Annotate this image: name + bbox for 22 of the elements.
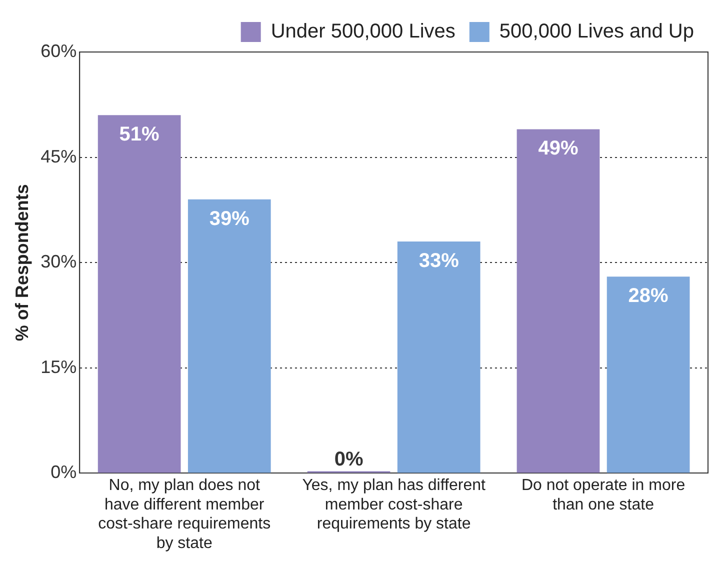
data-label: 39% xyxy=(209,208,250,230)
y-tick-label: 30% xyxy=(40,252,77,272)
data-label: 0% xyxy=(334,448,364,471)
y-axis-title: % of Respondents xyxy=(12,184,32,342)
data-label: 51% xyxy=(119,124,160,146)
data-label: 28% xyxy=(628,285,669,308)
legend-label: 500,000 Lives and Up xyxy=(499,20,694,43)
legend-label: Under 500,000 Lives xyxy=(270,20,456,43)
y-tick-label: 0% xyxy=(50,462,77,482)
y-tick-label: 45% xyxy=(40,146,77,166)
y-tick-label: 60% xyxy=(40,40,77,61)
y-tick-label: 15% xyxy=(40,356,77,377)
x-tick-label: Do not operate in more than one state xyxy=(521,477,686,514)
x-tick-label: Yes, my plan has different member cost-share requirements by state xyxy=(302,477,486,533)
x-tick-label: No, my plan does not have different member cost-share requirements by state xyxy=(98,477,271,552)
bar xyxy=(397,242,480,473)
bar xyxy=(98,115,181,473)
bar xyxy=(606,276,690,473)
data-label: 49% xyxy=(538,138,578,160)
data-label: 33% xyxy=(418,250,460,272)
bar xyxy=(188,199,271,473)
bar xyxy=(516,129,600,473)
